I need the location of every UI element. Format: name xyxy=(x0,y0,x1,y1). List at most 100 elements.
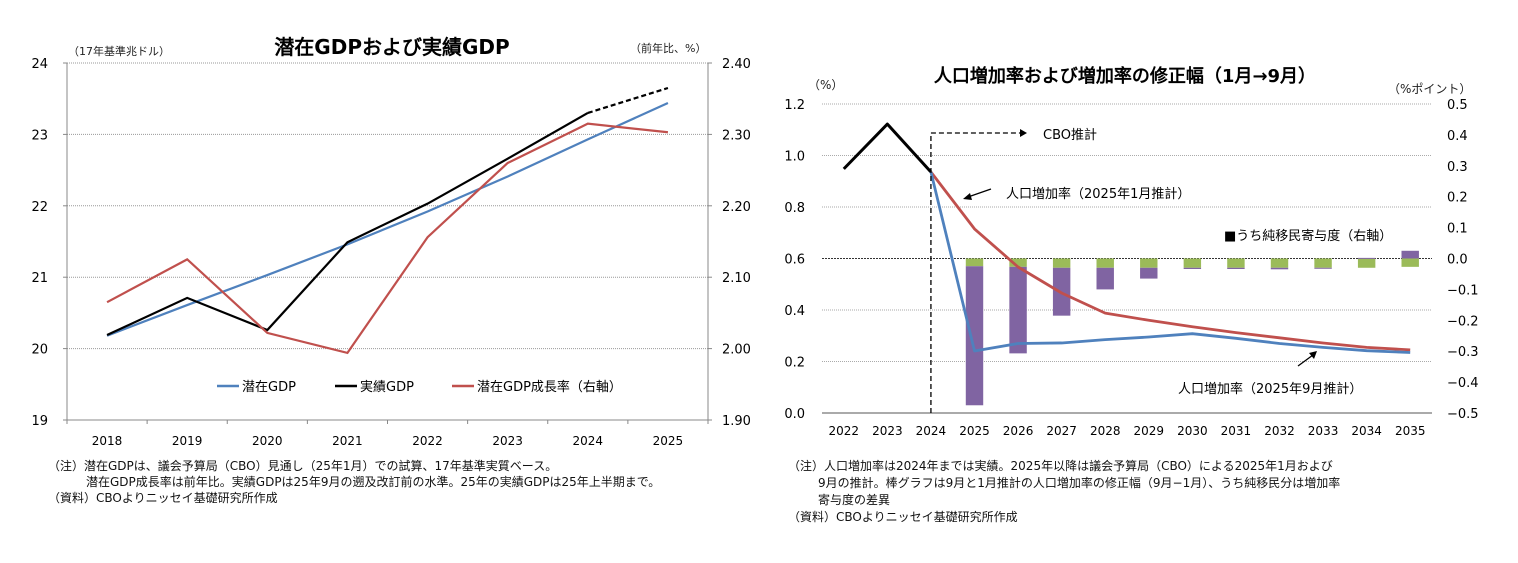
chart1-series-line-potential-gdp xyxy=(106,101,669,337)
chart2-line-sep-estimate xyxy=(929,171,1411,354)
chart2-note-1: （注）人口増加率は2024年までは実績。2025年以降は議会予算局（CBO）によ… xyxy=(788,459,1333,473)
chart2-right-tick-label: 0.5 xyxy=(1447,98,1468,113)
chart2-left-tick-label: 1.0 xyxy=(784,150,805,165)
chart1-left-tick-label: 23 xyxy=(31,128,48,143)
chart1-note-2: 潜在GDP成長率は前年比。実績GDPは25年9月の遡及改訂前の水準。25年の実績… xyxy=(86,475,661,489)
chart1-right-tick-label: 2.00 xyxy=(722,343,751,358)
chart1-left-tick-label: 21 xyxy=(31,271,48,286)
chart2-right-tick-label: −0.4 xyxy=(1447,376,1479,391)
chart2-x-tick-label: 2029 xyxy=(1134,424,1165,438)
chart2-bar-migration xyxy=(965,266,984,406)
chart1-right-tick-label: 2.20 xyxy=(722,200,751,215)
chart1-legend-label: 実績GDP xyxy=(360,379,414,395)
chart2-cbo-arrow-head xyxy=(1020,129,1027,137)
chart2-x-tick-label: 2023 xyxy=(872,424,903,438)
chart2-note-2: 9月の推計。棒グラフは9月と1月推計の人口増加率の修正幅（9月−1月）、うち純移… xyxy=(818,476,1341,490)
chart2-bar-other xyxy=(1183,258,1202,268)
chart2-bar-other xyxy=(1357,258,1376,268)
chart1-right-tick-label: 2.10 xyxy=(722,271,751,286)
chart2-bar-migration xyxy=(1140,267,1158,279)
chart2-x-tick-label: 2022 xyxy=(829,424,860,438)
chart1-x-tick-label: 2023 xyxy=(492,434,523,448)
chart1-source: （資料）CBOよりニッセイ基礎研究所作成 xyxy=(48,491,278,505)
chart2-right-tick-label: 0.3 xyxy=(1447,160,1468,175)
chart2-source: （資料）CBOよりニッセイ基礎研究所作成 xyxy=(788,510,1018,524)
chart1-x-tick-label: 2021 xyxy=(332,434,363,448)
chart2-note-3: 寄与度の差異 xyxy=(818,493,891,507)
chart2-bar-migration xyxy=(1227,267,1245,270)
chart2-sep-label: 人口増加率（2025年9月推計） xyxy=(1178,381,1362,397)
chart1-right-tick-label: 2.40 xyxy=(722,57,751,72)
chart1-legend-label: 潜在GDP成長率（右軸） xyxy=(477,379,622,395)
chart2-bar-migration xyxy=(1096,267,1114,290)
chart2-legend-migration: ■うち純移民寄与度（右軸） xyxy=(1224,228,1392,244)
chart2-sep-arrow xyxy=(1297,354,1314,367)
chart2-right-tick-label: 0.0 xyxy=(1447,253,1468,268)
chart1-x-tick-label: 2022 xyxy=(412,434,443,448)
chart1-series-line-actual-gdp xyxy=(106,112,589,337)
chart2-x-tick-label: 2026 xyxy=(1003,424,1034,438)
chart1-left-tick-label: 22 xyxy=(31,200,48,215)
chart2-cbo-label: CBO推計 xyxy=(1043,127,1097,143)
chart2-jan-label: 人口増加率（2025年1月推計） xyxy=(1006,186,1190,202)
chart1-x-tick-label: 2020 xyxy=(252,434,283,448)
chart2-bar-other xyxy=(1096,258,1114,268)
chart1-left-tick-label: 24 xyxy=(31,57,48,72)
chart1-right-tick-label: 2.30 xyxy=(722,128,751,143)
chart1-x-tick-label: 2025 xyxy=(653,434,684,448)
chart2-jan-arrow-head xyxy=(963,193,972,200)
chart2-right-tick-label: −0.1 xyxy=(1447,283,1479,298)
chart1-note-1: （注）潜在GDPは、議会予算局（CBO）見通し（25年1月）での試算、17年基準… xyxy=(48,459,558,473)
chart1-left-tick-label: 19 xyxy=(31,414,48,429)
chart1-legend-label: 潜在GDP xyxy=(242,380,296,395)
chart2-x-tick-label: 2025 xyxy=(959,424,990,438)
chart2-bar-migration xyxy=(1401,250,1419,259)
chart2-bar-migration xyxy=(1357,257,1376,259)
chart1-x-tick-label: 2024 xyxy=(573,434,604,448)
chart2-x-tick-label: 2027 xyxy=(1046,424,1077,438)
chart1-right-unit: （前年比、%） xyxy=(630,41,706,55)
chart2-sep-arrow-head xyxy=(1309,351,1317,359)
chart2-bar-migration xyxy=(1183,267,1202,270)
chart2-bar-other xyxy=(1052,258,1071,268)
chart2-right-tick-label: −0.2 xyxy=(1447,314,1479,329)
chart2-left-unit: （%） xyxy=(808,78,843,92)
chart2-title: 人口増加率および増加率の修正幅（1月→9月） xyxy=(934,65,1316,87)
chart-potential-gdp: 潜在GDPおよび実績GDP（17年基準兆ドル） （前年比、%）1920212223… xyxy=(31,35,751,448)
chart2-bar-migration xyxy=(1009,266,1027,354)
chart2-right-tick-label: 0.4 xyxy=(1447,129,1468,144)
chart2-x-tick-label: 2031 xyxy=(1221,424,1252,438)
chart2-right-tick-label: 0.2 xyxy=(1447,191,1468,206)
chart2-bar-other xyxy=(1314,258,1332,268)
chart2-right-tick-label: −0.5 xyxy=(1447,407,1479,422)
chart1-title: 潜在GDPおよび実績GDP xyxy=(274,35,509,59)
chart2-bar-other xyxy=(965,258,984,267)
chart2-line-jan-estimate xyxy=(929,171,1411,352)
chart2-bar-other xyxy=(1227,258,1245,268)
chart2-notes: （注）人口増加率は2024年までは実績。2025年以降は議会予算局（CBO）によ… xyxy=(788,458,1340,526)
chart2-left-tick-label: 0.8 xyxy=(784,201,805,216)
chart2-x-tick-label: 2035 xyxy=(1395,424,1426,438)
chart2-right-unit: （%ポイント） xyxy=(1388,82,1471,96)
chart2-right-tick-label: −0.3 xyxy=(1447,345,1479,360)
chart2-bar-other xyxy=(1140,258,1158,268)
chart1-series-line-actual-gdp-estimate xyxy=(587,86,669,115)
chart2-x-tick-label: 2024 xyxy=(916,424,947,438)
chart1-left-unit: （17年基準兆ドル） xyxy=(68,44,170,58)
chart2-x-tick-label: 2032 xyxy=(1264,424,1295,438)
chart2-bar-other xyxy=(1401,258,1419,267)
chart2-line-actual xyxy=(842,122,933,173)
chart2-left-tick-label: 0.4 xyxy=(784,304,805,319)
chart1-left-tick-label: 20 xyxy=(31,343,48,358)
chart2-x-tick-label: 2034 xyxy=(1351,424,1382,438)
chart2-left-tick-label: 0.2 xyxy=(784,356,805,371)
chart2-right-tick-label: 0.1 xyxy=(1447,222,1468,237)
chart2-left-tick-label: 0.0 xyxy=(784,407,805,422)
chart2-bar-other xyxy=(1009,258,1027,267)
chart2-bar-migration xyxy=(1270,267,1289,270)
chart2-cbo-estimate-boundary xyxy=(930,132,1020,413)
chart1-x-tick-label: 2018 xyxy=(92,434,123,448)
chart2-jan-arrow xyxy=(967,188,992,198)
chart2-x-tick-label: 2030 xyxy=(1177,424,1208,438)
